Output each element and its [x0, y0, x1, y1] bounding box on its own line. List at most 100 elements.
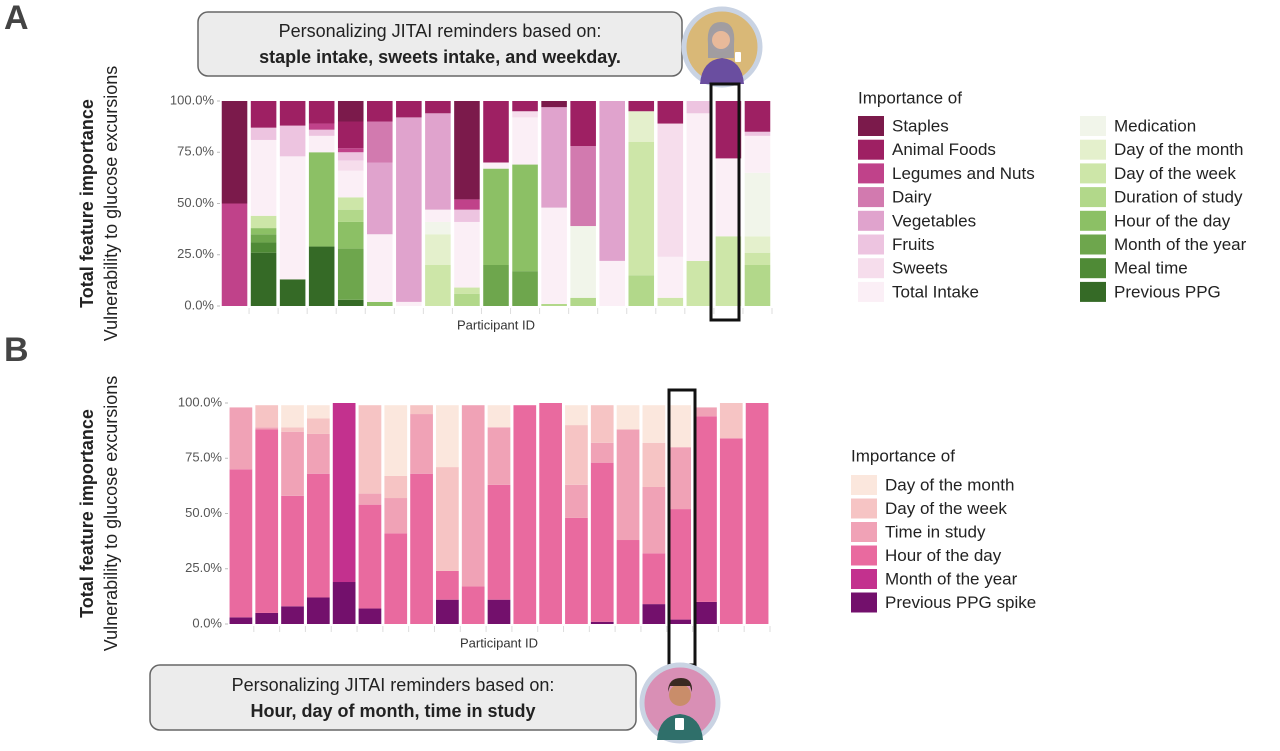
legend-label: Hour of the day [885, 546, 1002, 565]
bar-segment [565, 425, 588, 485]
bar-segment [229, 617, 253, 624]
bar-segment [367, 121, 393, 163]
bar-segment [454, 101, 480, 200]
bar-segment [410, 414, 433, 474]
panel-label: B [4, 331, 29, 369]
bar-segment [229, 407, 253, 470]
avatar [639, 662, 721, 744]
bar-segment [745, 403, 769, 624]
bar-segment [483, 162, 509, 169]
legend-title: Importance of [851, 446, 955, 465]
bar-segment [628, 275, 655, 306]
bar-segment [281, 606, 304, 624]
bar-segment [306, 405, 330, 419]
bar-segment [461, 405, 485, 587]
legend-swatch [1080, 116, 1106, 136]
bar-segment [279, 125, 306, 157]
bar-segment [744, 172, 771, 237]
bar-segment [337, 121, 364, 149]
legend-label: Hour of the day [1114, 211, 1231, 230]
bar-segment [250, 215, 277, 229]
bar-segment [719, 438, 743, 624]
legend-swatch [1080, 210, 1106, 231]
bar-segment [255, 427, 279, 430]
bar-segment [410, 473, 433, 624]
bar-segment [512, 101, 538, 112]
bar-segment [425, 234, 451, 265]
bar-segment [255, 429, 279, 613]
bar-segment [686, 101, 713, 114]
legend-swatch [851, 498, 877, 519]
bar-segment [255, 612, 279, 624]
bar-segment [250, 252, 277, 306]
legend-label: Staples [892, 116, 949, 135]
bar-segment [487, 599, 511, 624]
y-axis-label: Total feature importance [77, 409, 97, 618]
bar-segment [744, 252, 771, 265]
bar-segment [306, 597, 330, 624]
bar-segment [628, 101, 655, 112]
bar-segment [599, 260, 625, 306]
bar-segment [541, 207, 567, 304]
bar-segment [384, 405, 408, 476]
bar-segment [539, 403, 562, 624]
bar-segment [308, 152, 335, 247]
bar-segment [513, 405, 537, 624]
bar-segment [642, 553, 666, 605]
bar-segment [642, 442, 666, 487]
bar-segment [250, 234, 277, 243]
legend-swatch [858, 163, 884, 184]
bar-segment [358, 608, 382, 624]
bar-segment [628, 111, 655, 142]
bar-segment [396, 301, 422, 306]
legend-label: Animal Foods [892, 140, 996, 159]
legend-label: Day of the week [1114, 164, 1236, 183]
bar-segment [337, 197, 364, 210]
bar-segment [306, 433, 330, 474]
bar-segment [281, 427, 304, 432]
y-axis-label: Total feature importance [77, 99, 97, 308]
highlight [709, 82, 741, 322]
legend-label: Fruits [892, 235, 935, 254]
bar-segment [396, 101, 422, 118]
y-axis-sublabel: Vulnerability to glucose excursions [101, 66, 121, 341]
legend-label: Day of the month [885, 475, 1014, 494]
bar-segment [694, 601, 717, 624]
legend-swatch [858, 139, 884, 160]
legend-swatch [851, 569, 877, 589]
bar-segment [570, 226, 596, 298]
bar-segment [668, 509, 692, 620]
bar-segment [590, 405, 614, 443]
bar-segment [694, 407, 717, 417]
bar-segment [308, 101, 335, 124]
bar-segment [657, 297, 684, 306]
bar-segment [332, 582, 356, 624]
bar-segment [384, 475, 408, 499]
legend-swatch [858, 234, 884, 255]
legend-swatch [1080, 139, 1106, 160]
bar-segment [279, 156, 306, 280]
bar-segment [337, 248, 364, 300]
bar-segment [512, 271, 538, 306]
legend-swatch [858, 281, 884, 302]
bar-segment [425, 101, 451, 114]
bar-segment [565, 484, 588, 518]
bar-segment [410, 405, 433, 415]
bar-segment [512, 164, 538, 272]
bar-segment [487, 484, 511, 600]
bar-segment [541, 303, 567, 306]
bar-segment [337, 221, 364, 249]
bar-segment [425, 113, 451, 210]
bar-segment [358, 504, 382, 609]
bar-segment [487, 427, 511, 485]
bar-segment [454, 199, 480, 210]
legend-label: Total Intake [892, 282, 979, 301]
legend-label: Month of the year [885, 569, 1018, 588]
bar-segment [512, 117, 538, 165]
bar-segment [642, 405, 666, 443]
bar-segment [250, 127, 277, 140]
bar-segment [694, 416, 717, 602]
legend-label: Previous PPG spike [885, 593, 1036, 612]
bar-segment [279, 101, 306, 126]
callout-box [149, 664, 637, 731]
